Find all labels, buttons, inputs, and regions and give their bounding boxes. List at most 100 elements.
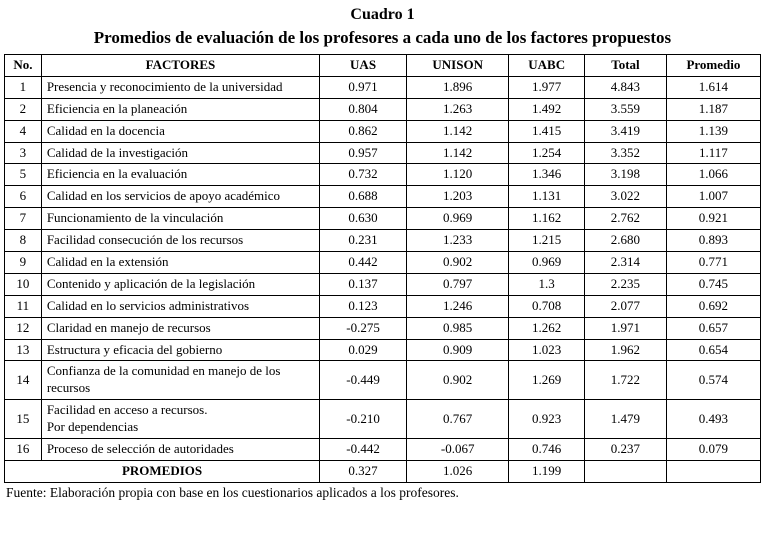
- cell-no: 11: [4, 294, 42, 318]
- col-header-total: Total: [584, 54, 667, 77]
- promedios-promedio: [665, 459, 762, 483]
- cell-total: 1.722: [584, 360, 667, 401]
- cell-no: 16: [4, 438, 42, 461]
- cell-uabc: 0.708: [508, 294, 586, 318]
- cell-unison: 0.909: [406, 338, 510, 362]
- table-row: 5 Eficiencia en la evaluación 0.732 1.12…: [4, 163, 762, 187]
- table-row: 12 Claridad en manejo de recursos -0.275…: [4, 316, 762, 340]
- cell-total: 2.762: [584, 207, 667, 231]
- cell-promedio: 0.574: [665, 360, 762, 401]
- cell-factor: Confianza de la comunidad en manejo de l…: [40, 360, 321, 401]
- table-title: Promedios de evaluación de los profesore…: [93, 28, 672, 47]
- cell-no: 15: [4, 399, 42, 440]
- cell-factor: Estructura y eficacia del gobierno: [40, 338, 321, 362]
- table-row: 11 Calidad en lo servicios administrativ…: [4, 294, 762, 318]
- cell-total: 1.971: [584, 316, 667, 340]
- cell-uas: 0.029: [319, 338, 408, 362]
- table-row: 8 Facilidad consecución de los recursos …: [4, 229, 762, 253]
- cell-factor: Facilidad en acceso a recursos. Por depe…: [40, 399, 321, 440]
- col-header-factores: FACTORES: [40, 54, 321, 77]
- cell-promedio: 0.771: [665, 251, 762, 274]
- promedios-label: PROMEDIOS: [3, 459, 321, 483]
- cell-total: 3.022: [584, 185, 667, 209]
- cell-factor: Presencia y reconocimiento de la univers…: [40, 75, 321, 99]
- cell-factor: Eficiencia en la evaluación: [40, 163, 321, 187]
- cell-unison: 1.246: [406, 294, 510, 318]
- cell-no: 3: [4, 141, 42, 165]
- table-row: 7 Funcionamiento de la vinculación 0.630…: [4, 207, 762, 231]
- cell-unison: 0.985: [406, 316, 510, 340]
- source-note: Fuente: Elaboración propia con base en l…: [6, 484, 459, 500]
- cell-factor: Claridad en manejo de recursos: [40, 316, 321, 340]
- cell-uas: 0.442: [319, 251, 408, 274]
- cell-uabc: 1.254: [508, 141, 586, 165]
- cell-promedio: 1.117: [665, 141, 762, 165]
- table-footer: PROMEDIOS 0.327 1.026 1.199: [3, 459, 762, 483]
- cell-unison: 0.902: [406, 360, 510, 401]
- cell-no: 12: [4, 316, 42, 340]
- cell-uas: 0.630: [319, 207, 408, 231]
- cell-unison: 1.233: [406, 229, 510, 253]
- cell-total: 2.077: [584, 294, 667, 318]
- cell-unison: 1.203: [406, 185, 510, 209]
- col-header-uabc: UABC: [508, 54, 586, 77]
- cell-total: 1.479: [584, 399, 667, 440]
- cell-unison: 0.767: [406, 399, 510, 440]
- table-row: 16 Proceso de selección de autoridades -…: [4, 438, 762, 461]
- cell-uas: 0.231: [319, 229, 408, 253]
- cell-uas: 0.862: [319, 119, 408, 143]
- col-header-uas: UAS: [319, 54, 408, 77]
- table-row: 3 Calidad de la investigación 0.957 1.14…: [4, 141, 762, 165]
- header-row: No. FACTORES UAS UNISON UABC Total Prome…: [4, 54, 762, 77]
- cell-factor: Calidad de la investigación: [40, 141, 321, 165]
- table-body: 1 Presencia y reconocimiento de la unive…: [4, 75, 762, 461]
- cell-factor: Proceso de selección de autoridades: [40, 438, 321, 461]
- cell-promedio: 0.493: [665, 399, 762, 440]
- cell-unison: 0.969: [406, 207, 510, 231]
- table-header: No. FACTORES UAS UNISON UABC Total Prome…: [4, 54, 762, 77]
- promedios-unison: 1.026: [406, 459, 510, 483]
- table-row: 14 Confianza de la comunidad en manejo d…: [4, 360, 762, 401]
- cell-uas: 0.732: [319, 163, 408, 187]
- promedios-total: [584, 459, 667, 483]
- cell-promedio: 1.066: [665, 163, 762, 187]
- cell-uas: 0.804: [319, 97, 408, 121]
- cell-total: 3.419: [584, 119, 667, 143]
- evaluation-table: No. FACTORES UAS UNISON UABC Total Prome…: [3, 54, 762, 483]
- cell-uas: 0.957: [319, 141, 408, 165]
- cell-uabc: 1.023: [508, 338, 586, 362]
- table-number-title: Cuadro 1: [350, 6, 415, 23]
- cell-factor: Eficiencia en la planeación: [40, 97, 321, 121]
- cell-promedio: 1.187: [665, 97, 762, 121]
- cell-uas: 0.688: [319, 185, 408, 209]
- cell-uas: 0.123: [319, 294, 408, 318]
- cell-total: 0.237: [584, 438, 667, 461]
- cell-promedio: 0.657: [665, 316, 762, 340]
- table-row: 6 Calidad en los servicios de apoyo acad…: [4, 185, 762, 209]
- cell-uabc: 1.346: [508, 163, 586, 187]
- cell-unison: -0.067: [406, 438, 510, 461]
- cell-uabc: 1.3: [508, 272, 586, 296]
- cell-total: 3.198: [584, 163, 667, 187]
- cell-no: 13: [4, 338, 42, 362]
- promedios-row: PROMEDIOS 0.327 1.026 1.199: [3, 459, 762, 483]
- cell-total: 1.962: [584, 338, 667, 362]
- cell-promedio: 1.614: [665, 75, 762, 99]
- table-row: 1 Presencia y reconocimiento de la unive…: [4, 75, 762, 99]
- cell-uabc: 0.969: [508, 251, 586, 274]
- cell-factor: Funcionamiento de la vinculación: [40, 207, 321, 231]
- cell-unison: 1.120: [406, 163, 510, 187]
- cell-no: 2: [4, 97, 42, 121]
- cell-uas: -0.442: [319, 438, 408, 461]
- cell-no: 10: [4, 272, 42, 296]
- cell-uabc: 1.977: [508, 75, 586, 99]
- col-header-no: No.: [4, 54, 42, 77]
- cell-uabc: 1.215: [508, 229, 586, 253]
- cell-promedio: 0.921: [665, 207, 762, 231]
- cell-factor: Contenido y aplicación de la legislación: [40, 272, 321, 296]
- cell-unison: 0.902: [406, 251, 510, 274]
- cell-uabc: 0.746: [508, 438, 586, 461]
- cell-no: 5: [4, 163, 42, 187]
- cell-total: 3.559: [584, 97, 667, 121]
